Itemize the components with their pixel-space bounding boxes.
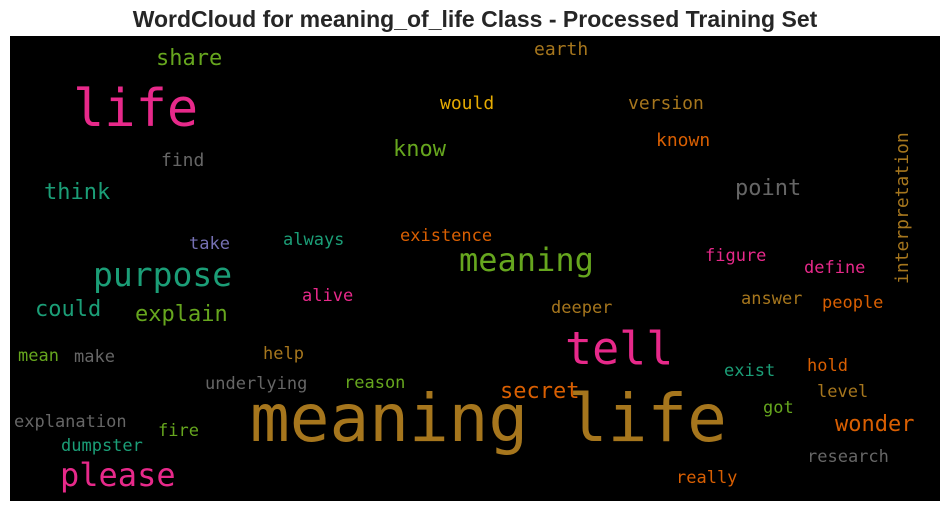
word-existence: existence: [400, 226, 493, 246]
word-mean: mean: [18, 346, 59, 366]
word-make: make: [74, 347, 115, 367]
word-meaning: meaning: [459, 241, 594, 279]
word-help: help: [263, 344, 304, 364]
word-life: life: [73, 79, 199, 139]
word-point: point: [735, 176, 802, 201]
word-take: take: [189, 234, 230, 254]
word-please: please: [60, 456, 176, 494]
word-secret: secret: [500, 379, 580, 404]
word-dumpster: dumpster: [61, 436, 143, 456]
word-research: research: [807, 447, 889, 467]
word-wonder: wonder: [835, 412, 915, 437]
word-think: think: [44, 180, 111, 205]
word-meaning-life: meaning life: [250, 380, 727, 457]
word-tell: tell: [565, 322, 674, 375]
word-hold: hold: [807, 356, 848, 376]
word-purpose: purpose: [93, 255, 233, 294]
word-figure: figure: [705, 246, 767, 266]
word-people: people: [822, 293, 884, 313]
word-known: known: [656, 130, 711, 151]
word-interpretation: interpretation: [892, 132, 913, 284]
word-alive: alive: [302, 286, 354, 306]
word-reason: reason: [344, 373, 406, 393]
word-exist: exist: [724, 361, 776, 381]
word-could: could: [35, 297, 102, 322]
word-always: always: [283, 230, 345, 250]
word-fire: fire: [158, 421, 199, 441]
word-explanation: explanation: [14, 412, 127, 432]
figure-title: WordCloud for meaning_of_life Class - Pr…: [132, 6, 818, 32]
word-answer: answer: [741, 289, 803, 309]
word-explain: explain: [135, 302, 228, 327]
word-really: really: [676, 468, 738, 488]
word-level: level: [817, 382, 869, 402]
word-underlying: underlying: [205, 374, 308, 394]
word-would: would: [440, 93, 495, 114]
word-know: know: [393, 137, 446, 162]
word-find: find: [161, 150, 205, 171]
word-earth: earth: [534, 39, 589, 60]
word-version: version: [628, 93, 704, 114]
word-deeper: deeper: [551, 298, 613, 318]
word-cloud: meaning life tell life purpose please me…: [10, 36, 940, 501]
word-share: share: [156, 46, 223, 71]
word-define: define: [804, 258, 866, 278]
word-got: got: [763, 398, 794, 418]
